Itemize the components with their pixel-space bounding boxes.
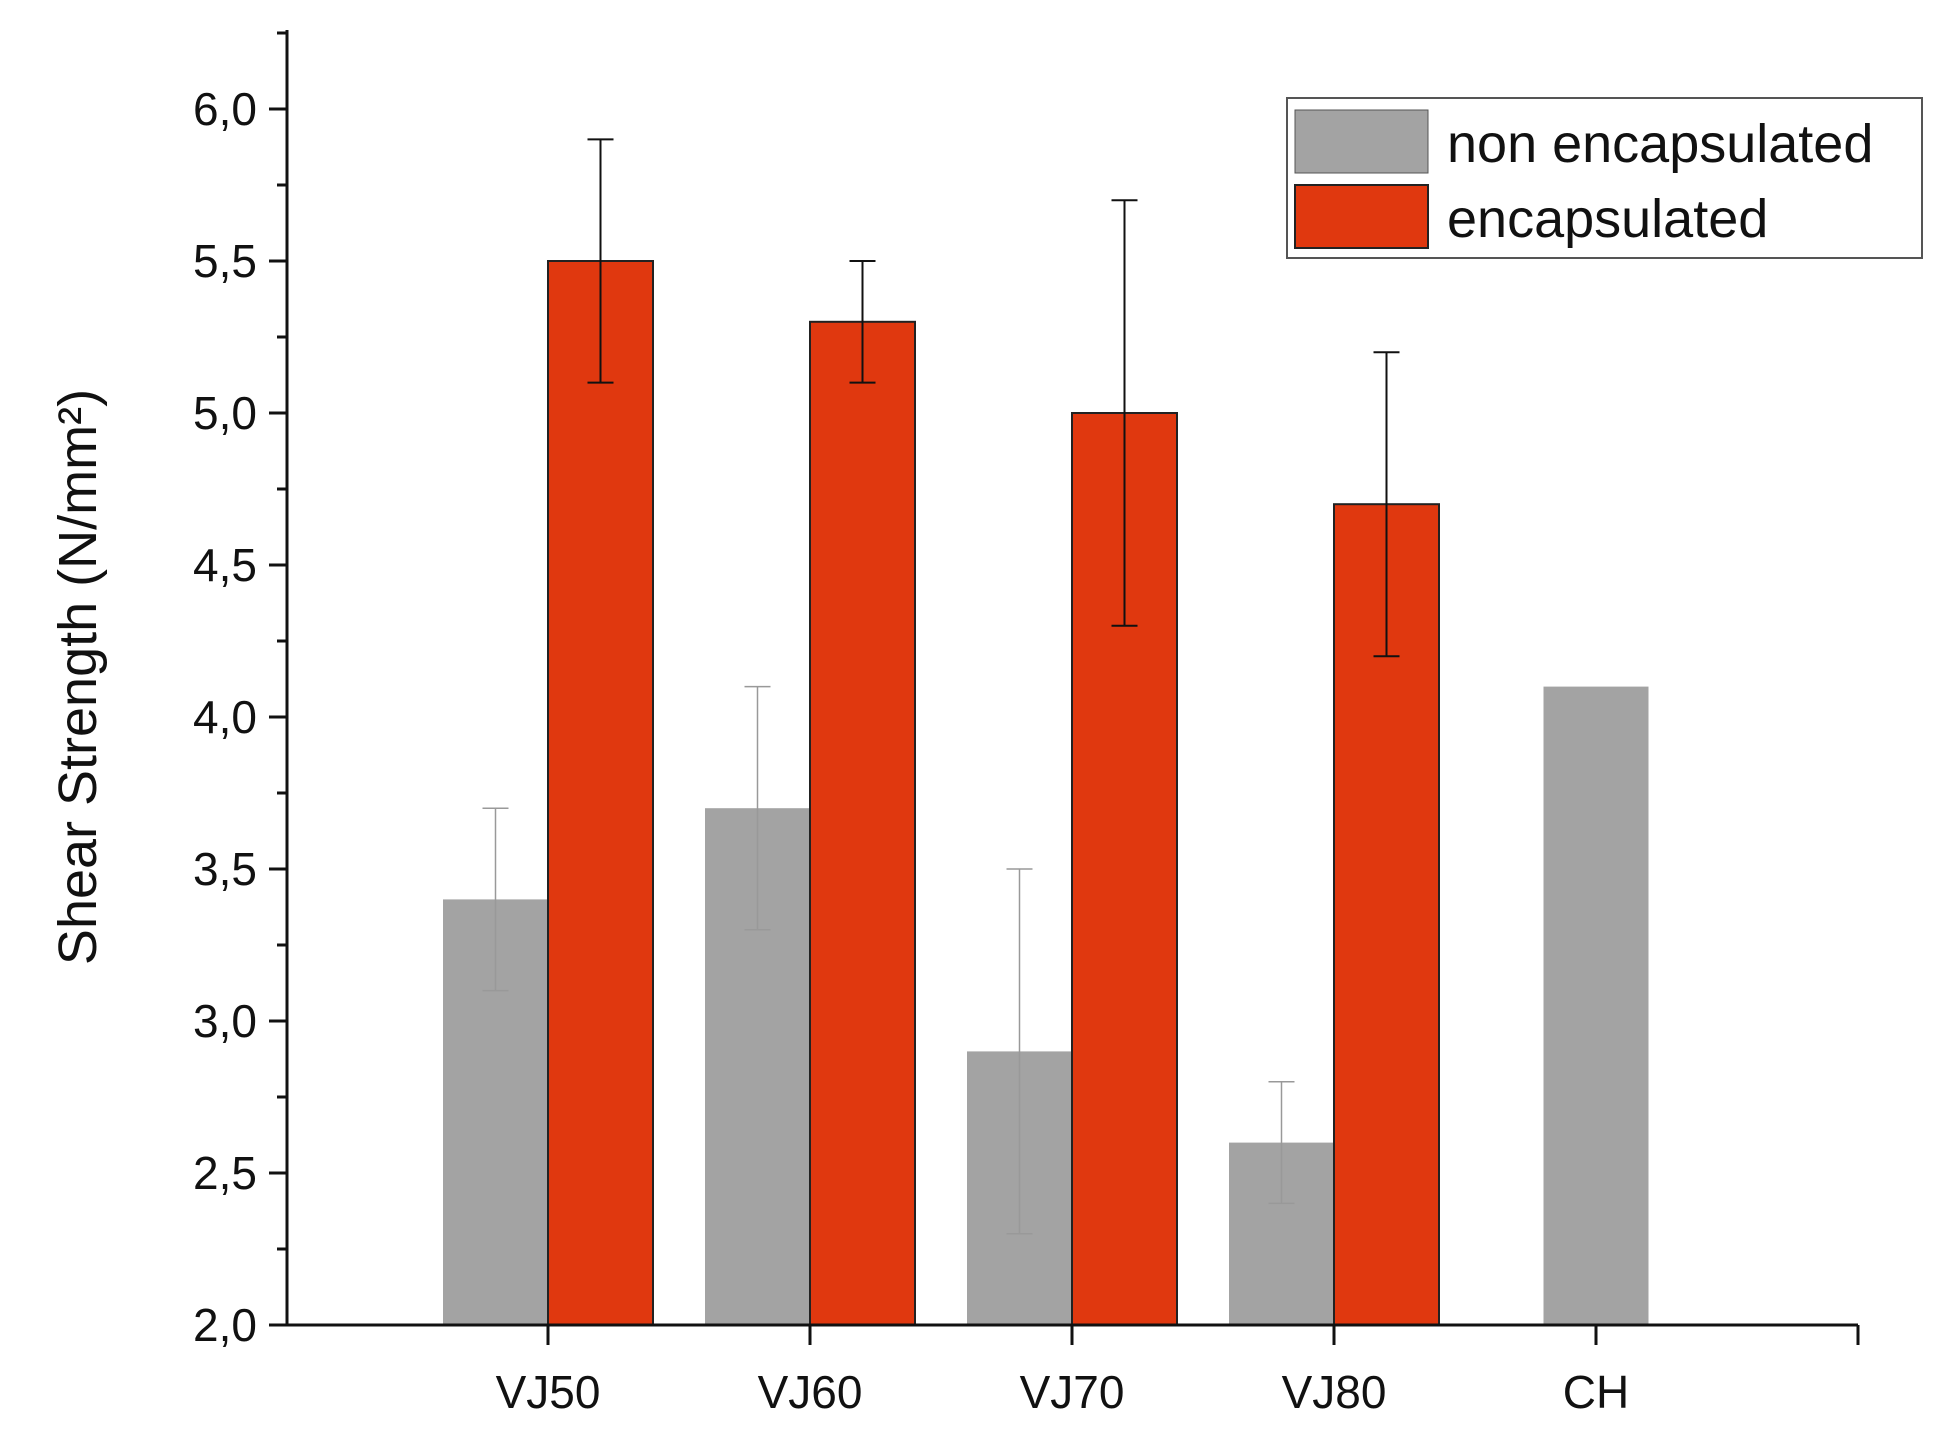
x-tick-label-ch: CH [1563, 1366, 1629, 1418]
bar-encapsulated-vj60 [809, 320, 916, 1326]
bars-layer [443, 260, 1649, 1326]
legend: non encapsulated encapsulated [1286, 97, 1923, 259]
y-tick-label: 2,5 [193, 1147, 257, 1199]
x-tick-label-vj80: VJ80 [1282, 1366, 1387, 1418]
y-tick-label: 3,0 [193, 995, 257, 1047]
legend-label-non-encapsulated: non encapsulated [1447, 114, 1873, 174]
y-tick-label: 3,5 [193, 843, 257, 895]
y-tick-label: 4,5 [193, 539, 257, 591]
bar-non-encapsulated-ch [1543, 686, 1649, 1325]
y-axis-title: Shear Strength (N/mm²) [48, 389, 108, 965]
legend-label-encapsulated: encapsulated [1447, 189, 1768, 249]
legend-swatch-encapsulated [1294, 184, 1429, 249]
y-ticks-layer: 2,0 2,5 3,0 3,5 4,0 4,5 5,0 5,5 6,0 [193, 31, 287, 1351]
bar-encapsulated-vj50 [547, 260, 654, 1326]
x-tick-label-vj60: VJ60 [758, 1366, 863, 1418]
y-tick-label: 5,0 [193, 387, 257, 439]
legend-swatch-non-encapsulated [1294, 109, 1429, 174]
x-ticks-layer: VJ50 VJ60 VJ70 VJ80 CH [496, 1325, 1629, 1418]
x-tick-label-vj50: VJ50 [496, 1366, 601, 1418]
y-tick-label: 2,0 [193, 1299, 257, 1351]
y-tick-label: 5,5 [193, 235, 257, 287]
error-bars-layer [482, 138, 1400, 1235]
y-tick-label: 4,0 [193, 691, 257, 743]
x-tick-label-vj70: VJ70 [1020, 1366, 1125, 1418]
y-tick-label: 6,0 [193, 83, 257, 135]
